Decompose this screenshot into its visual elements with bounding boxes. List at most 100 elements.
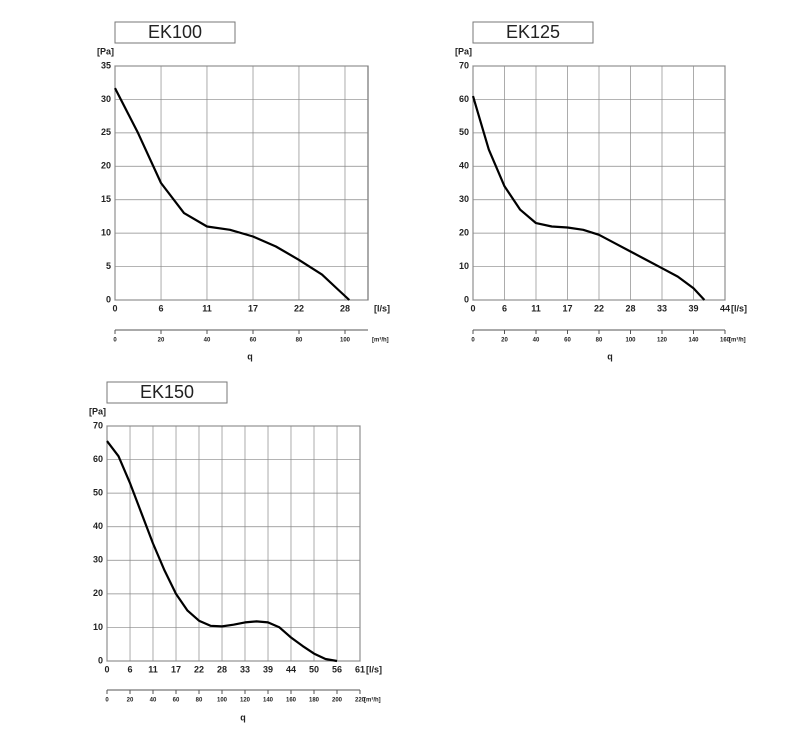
x2-tick-label: 20 — [501, 338, 508, 344]
x-tick-label: 17 — [248, 303, 258, 313]
x-tick-label: 11 — [148, 664, 158, 674]
x2-tick-label: 80 — [296, 338, 303, 344]
x-tick-label: 33 — [240, 664, 250, 674]
x2-tick-label: 140 — [688, 338, 699, 344]
x-tick-label: 44 — [286, 664, 296, 674]
x2-tick-label: 160 — [286, 698, 297, 704]
x-tick-label: 39 — [263, 664, 273, 674]
y-tick-label: 30 — [459, 194, 469, 204]
axis-label: q — [240, 712, 246, 722]
curve — [106, 440, 338, 663]
x-tick-label: 11 — [531, 303, 541, 313]
chart: EK125 [Pa] 0 10 20 30 40 50 60 70 0 6 11 17 22 28 33 39 44… — [455, 21, 747, 361]
x2-tick-label: 40 — [204, 338, 211, 344]
y-tick-label: 10 — [93, 622, 103, 632]
x2-tick-label: 160 — [720, 338, 731, 344]
x2-tick-label: 140 — [263, 698, 274, 704]
x-tick-label: 39 — [689, 303, 699, 313]
x-tick-label: 0 — [470, 303, 475, 313]
x2-tick-label: 100 — [217, 698, 228, 704]
axis-label: q — [247, 351, 253, 361]
y-axis-label: [Pa] — [89, 406, 106, 416]
x-tick-label: 33 — [657, 303, 667, 313]
chart: EK100 [Pa] 0 5 10 15 20 25 30 35 0 6 11 17 22 28 [l/s] 0 2… — [97, 21, 390, 361]
x-tick-label: 22 — [294, 303, 304, 313]
x-tick-label: 28 — [217, 664, 227, 674]
x2-tick-label: 60 — [564, 338, 571, 344]
y-tick-label: 25 — [101, 127, 111, 137]
x2-tick-label: 80 — [196, 698, 203, 704]
x-tick-label: 0 — [112, 303, 117, 313]
x-tick-label: 0 — [104, 664, 109, 674]
y-tick-label: 20 — [459, 228, 469, 238]
x-tick-label: 6 — [502, 303, 507, 313]
y-tick-label: 0 — [106, 294, 111, 304]
x-tick-label: 22 — [594, 303, 604, 313]
y-tick-label: 40 — [459, 161, 469, 171]
x2-tick-label: 40 — [533, 338, 540, 344]
plot-frame — [114, 65, 369, 301]
x2-axis-unit: [m³/h] — [729, 337, 746, 344]
y-tick-label: 20 — [101, 161, 111, 171]
y-tick-label: 30 — [101, 94, 111, 104]
title-box — [114, 21, 236, 44]
x-tick-label: 17 — [171, 664, 181, 674]
x2-tick-label: 80 — [596, 338, 603, 344]
x2-axis-unit: [m³/h] — [372, 337, 389, 344]
x2-tick-label: 60 — [173, 698, 180, 704]
x2-tick-label: 0 — [105, 698, 109, 704]
y-tick-label: 70 — [459, 60, 469, 70]
x-tick-label: 6 — [128, 664, 133, 674]
x-tick-label: 22 — [194, 664, 204, 674]
y-tick-label: 40 — [93, 521, 103, 531]
x2-tick-label: 0 — [113, 338, 117, 344]
title-box — [472, 21, 594, 44]
x2-tick-label: 220 — [355, 698, 366, 704]
axis-label: q — [607, 351, 613, 361]
x2-tick-label: 0 — [471, 338, 475, 344]
chart-title: EK100 — [148, 22, 202, 42]
chart: EK150 [Pa] 0 10 20 30 40 50 60 70 0 6 11 17 22 28 33 39 44… — [89, 381, 382, 722]
y-axis-label: [Pa] — [455, 46, 472, 56]
x-tick-label: 11 — [202, 303, 212, 313]
y-tick-label: 0 — [98, 655, 103, 665]
y-tick-label: 60 — [93, 454, 103, 464]
x2-tick-label: 100 — [340, 338, 351, 344]
y-tick-label: 35 — [101, 60, 111, 70]
x2-tick-label: 180 — [309, 698, 320, 704]
y-tick-label: 10 — [101, 228, 111, 238]
y-tick-label: 50 — [93, 488, 103, 498]
x2-tick-label: 200 — [332, 698, 343, 704]
curve — [471, 95, 706, 301]
x-tick-label: 44 — [720, 303, 730, 313]
x2-tick-label: 20 — [127, 698, 134, 704]
x2-tick-label: 100 — [625, 338, 636, 344]
x2-tick-label: 20 — [158, 338, 165, 344]
x-axis-unit: [l/s] — [366, 664, 382, 674]
chart-title: EK125 — [506, 22, 560, 42]
x-tick-label: 50 — [309, 664, 319, 674]
x-tick-label: 28 — [340, 303, 350, 313]
curve — [114, 87, 351, 301]
y-tick-label: 60 — [459, 94, 469, 104]
x-tick-label: 17 — [563, 303, 573, 313]
y-tick-label: 10 — [459, 261, 469, 271]
x-tick-label: 28 — [626, 303, 636, 313]
y-tick-label: 15 — [101, 194, 111, 204]
x2-tick-label: 120 — [657, 338, 668, 344]
x2-tick-label: 120 — [240, 698, 251, 704]
y-tick-label: 30 — [93, 555, 103, 565]
y-tick-label: 70 — [93, 420, 103, 430]
y-tick-label: 0 — [464, 294, 469, 304]
x2-tick-label: 40 — [150, 698, 157, 704]
x-axis-unit: [l/s] — [731, 303, 747, 313]
y-tick-label: 5 — [106, 261, 111, 271]
x-tick-label: 56 — [332, 664, 342, 674]
x2-axis-unit: [m³/h] — [364, 697, 381, 704]
y-tick-label: 50 — [459, 127, 469, 137]
x-tick-label: 6 — [159, 303, 164, 313]
y-axis-label: [Pa] — [97, 46, 114, 56]
x-tick-label: 61 — [355, 664, 365, 674]
x-axis-unit: [l/s] — [374, 303, 390, 313]
